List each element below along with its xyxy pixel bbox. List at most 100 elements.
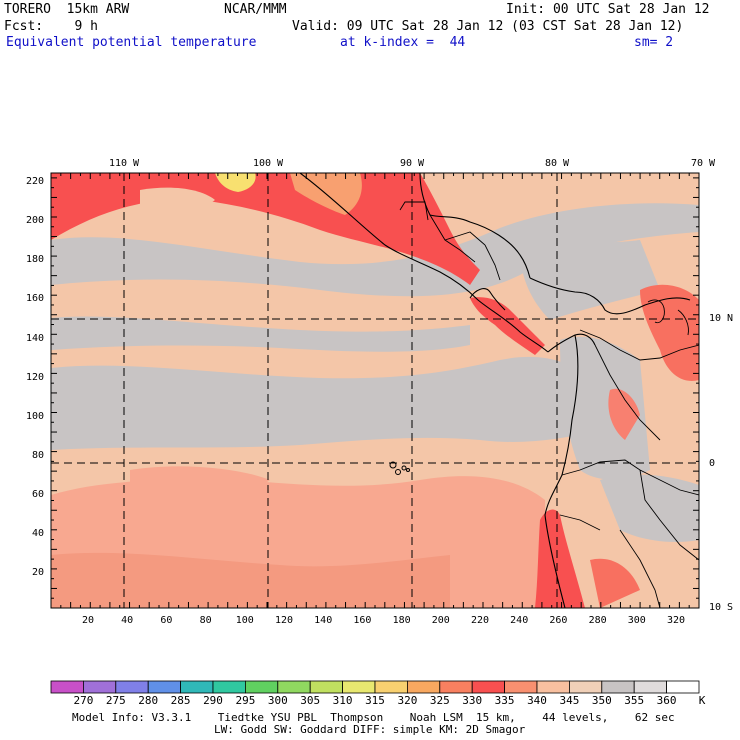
y-tick-label: 120: [25, 372, 44, 383]
colorbar-swatch: [83, 680, 117, 694]
y-tick-label: 180: [25, 254, 44, 265]
colorbar-swatch: [342, 680, 376, 694]
lat-label-10s: 10 S: [709, 602, 734, 613]
colorbar-swatch: [504, 680, 538, 694]
colorbar-label: 300: [267, 694, 288, 707]
model-info-line1: Model Info: V3.3.1 Tiedtke YSU PBL Thomp…: [72, 711, 675, 724]
colorbar-label: 355: [624, 694, 645, 707]
colorbar-label: 330: [462, 694, 483, 707]
colorbar-swatch: [309, 680, 344, 694]
colorbar-label: 270: [73, 694, 94, 707]
model-title: TORERO 15km ARW: [4, 2, 130, 17]
y-tick-label: 220: [25, 176, 44, 187]
x-tick-label: 240: [510, 615, 529, 626]
y-tick-label: 200: [25, 215, 44, 226]
shade-salmon-southwest: [130, 466, 270, 502]
colorbar-label: 360: [656, 694, 677, 707]
colorbar-label: 305: [300, 694, 321, 707]
lon-label-90w: 90 W: [399, 158, 425, 169]
colorbar-swatch: [666, 680, 700, 694]
smoothing: sm= 2: [634, 35, 674, 50]
colorbar-swatch: [212, 680, 246, 694]
valid-time: Valid: 09 UTC Sat 28 Jan 12 (03 CST Sat …: [292, 19, 684, 34]
colorbar-swatch: [536, 680, 570, 694]
lat-label-0: 0: [709, 458, 716, 469]
colorbar-unit: K: [698, 694, 706, 707]
shade-yellow-mexico: [215, 173, 256, 192]
lon-label-80w: 80 W: [544, 158, 570, 169]
lat-lon-grid: [51, 173, 699, 608]
shade-gray-band-mid: [51, 316, 470, 352]
colorbar-swatch: [439, 680, 473, 694]
forecast-hour: Fcst: 9 h: [4, 19, 98, 34]
organization: NCAR/MMM: [224, 2, 287, 17]
axis-ticks: [50, 173, 699, 609]
y-tick-label: 100: [25, 411, 44, 422]
x-tick-label: 20: [81, 615, 95, 626]
colorbar-swatch: [115, 680, 149, 694]
shade-red-south-inland: [590, 558, 640, 608]
shade-gray-amazon: [600, 474, 699, 542]
lon-label-100w: 100 W: [252, 158, 284, 169]
x-tick-label: 80: [199, 615, 212, 626]
shade-gray-band-north: [51, 203, 699, 297]
colorbar-label: 285: [170, 694, 191, 707]
colorbar-label: 340: [527, 694, 547, 707]
colorbar-swatch: [50, 680, 84, 694]
colorbar: [50, 680, 700, 694]
colorbar-label: 350: [591, 694, 612, 707]
colorbar-swatch: [374, 680, 408, 694]
river-islands: [647, 299, 689, 336]
colorbar-label: 325: [429, 694, 450, 707]
init-time: Init: 00 UTC Sat 28 Jan 12: [506, 2, 710, 17]
colorbar-swatch: [471, 680, 506, 694]
model-info-line2: LW: Godd SW: Goddard DIFF: simple KM: 2D…: [214, 723, 526, 736]
colorbar-swatch: [633, 680, 668, 694]
y-tick-label: 60: [31, 489, 44, 500]
shade-darker-south: [51, 552, 450, 608]
x-tick-label: 280: [588, 615, 607, 626]
x-tick-label: 120: [274, 615, 294, 626]
lon-label-110w: 110 W: [108, 158, 140, 169]
colorbar-label: 320: [397, 694, 418, 707]
shade-gray-east: [520, 240, 660, 320]
shade-gray-band-equator: [51, 356, 600, 450]
y-tick-label: 140: [25, 333, 44, 344]
colorbar-swatch: [180, 680, 214, 694]
x-tick-label: 220: [470, 615, 490, 626]
shade-red-venezuela: [640, 284, 699, 381]
lon-label-70w: 70 W: [690, 158, 716, 169]
y-tick-label: 40: [31, 528, 44, 539]
colorbar-label: 290: [203, 694, 223, 707]
colorbar-swatch: [601, 680, 635, 694]
galapagos-islands: [389, 461, 410, 475]
lat-label-10n: 10 N: [709, 313, 734, 324]
colorbar-swatch: [569, 680, 603, 694]
x-tick-label: 180: [392, 615, 411, 626]
x-tick-label: 100: [235, 615, 254, 626]
colorbar-label: 280: [138, 694, 159, 707]
x-tick-label: 160: [353, 615, 372, 626]
x-tick-label: 300: [627, 615, 646, 626]
field-name: Equivalent potential temperature: [6, 35, 257, 50]
x-tick-label: 260: [549, 615, 568, 626]
k-index: at k-index = 44: [340, 35, 466, 50]
colorbar-swatch: [244, 680, 279, 694]
x-tick-label: 40: [121, 615, 134, 626]
shade-base-mexico-interior: [140, 187, 215, 213]
x-tick-label: 140: [314, 615, 333, 626]
y-tick-label: 20: [31, 567, 44, 578]
colorbar-label: 315: [365, 694, 385, 707]
colorbar-label: 275: [105, 694, 126, 707]
y-tick-label: 160: [25, 293, 44, 304]
shade-red-mexico-coast: [51, 173, 480, 285]
x-tick-label: 320: [666, 615, 686, 626]
colorbar-swatch: [277, 680, 311, 694]
shade-red-central-america: [470, 297, 545, 355]
colorbar-label: 335: [494, 694, 515, 707]
y-tick-label: 80: [31, 450, 44, 461]
colorbar-label: 345: [559, 694, 580, 707]
shade-gray-andes: [560, 336, 650, 480]
colorbar-swatch: [406, 680, 441, 694]
